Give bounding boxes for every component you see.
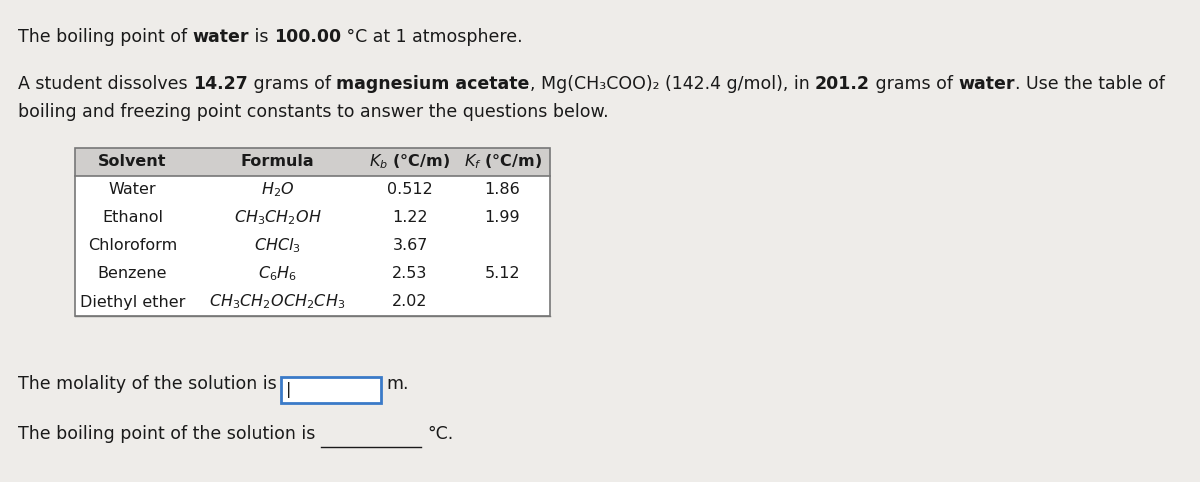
Text: °C at 1 atmosphere.: °C at 1 atmosphere. [341, 28, 523, 46]
Bar [74, 148, 550, 176]
Text: is: is [250, 28, 274, 46]
Text: boiling and freezing point constants to answer the questions below.: boiling and freezing point constants to … [18, 103, 608, 121]
Text: A student dissolves: A student dissolves [18, 75, 193, 93]
Text: Diethyl ether: Diethyl ether [80, 295, 185, 309]
Text: $CHCl_3$: $CHCl_3$ [254, 237, 301, 255]
Text: $C_6H_6$: $C_6H_6$ [258, 265, 298, 283]
Text: 3.67: 3.67 [392, 239, 427, 254]
Text: 201.2: 201.2 [815, 75, 870, 93]
Text: grams of: grams of [248, 75, 336, 93]
Text: Water: Water [109, 183, 156, 198]
Text: 1.22: 1.22 [392, 211, 428, 226]
Text: , Mg(CH₃COO)₂ (142.4 g/mol), in: , Mg(CH₃COO)₂ (142.4 g/mol), in [529, 75, 815, 93]
Text: The boiling point of the solution is: The boiling point of the solution is [18, 425, 316, 443]
Text: Benzene: Benzene [97, 267, 167, 281]
Bar [74, 176, 550, 316]
Text: $K_b$ (°C/m): $K_b$ (°C/m) [370, 153, 450, 171]
Text: 5.12: 5.12 [485, 267, 521, 281]
Text: $H_2O$: $H_2O$ [260, 181, 294, 200]
Text: Chloroform: Chloroform [88, 239, 178, 254]
Text: $CH_3CH_2OH$: $CH_3CH_2OH$ [234, 209, 322, 228]
Text: grams of: grams of [870, 75, 959, 93]
Bar [281, 377, 380, 403]
Text: water: water [193, 28, 250, 46]
Text: Ethanol: Ethanol [102, 211, 163, 226]
Text: 0.512: 0.512 [388, 183, 433, 198]
Text: 2.53: 2.53 [392, 267, 427, 281]
Text: m.: m. [386, 375, 409, 393]
Text: 100.00: 100.00 [274, 28, 341, 46]
Bar [74, 148, 550, 316]
Text: water: water [959, 75, 1015, 93]
Text: The boiling point of: The boiling point of [18, 28, 193, 46]
Text: . Use the table of: . Use the table of [1015, 75, 1165, 93]
Text: 2.02: 2.02 [392, 295, 427, 309]
Text: The molality of the solution is: The molality of the solution is [18, 375, 277, 393]
Text: Solvent: Solvent [98, 155, 167, 170]
Text: $K_f$ (°C/m): $K_f$ (°C/m) [463, 153, 541, 171]
Text: 1.86: 1.86 [485, 183, 521, 198]
Text: 1.99: 1.99 [485, 211, 521, 226]
Text: Formula: Formula [241, 155, 314, 170]
Text: magnesium acetate: magnesium acetate [336, 75, 529, 93]
Text: $CH_3CH_2OCH_2CH_3$: $CH_3CH_2OCH_2CH_3$ [209, 293, 346, 311]
Text: °C.: °C. [427, 425, 454, 443]
Text: 14.27: 14.27 [193, 75, 248, 93]
Text: |: | [286, 382, 292, 398]
